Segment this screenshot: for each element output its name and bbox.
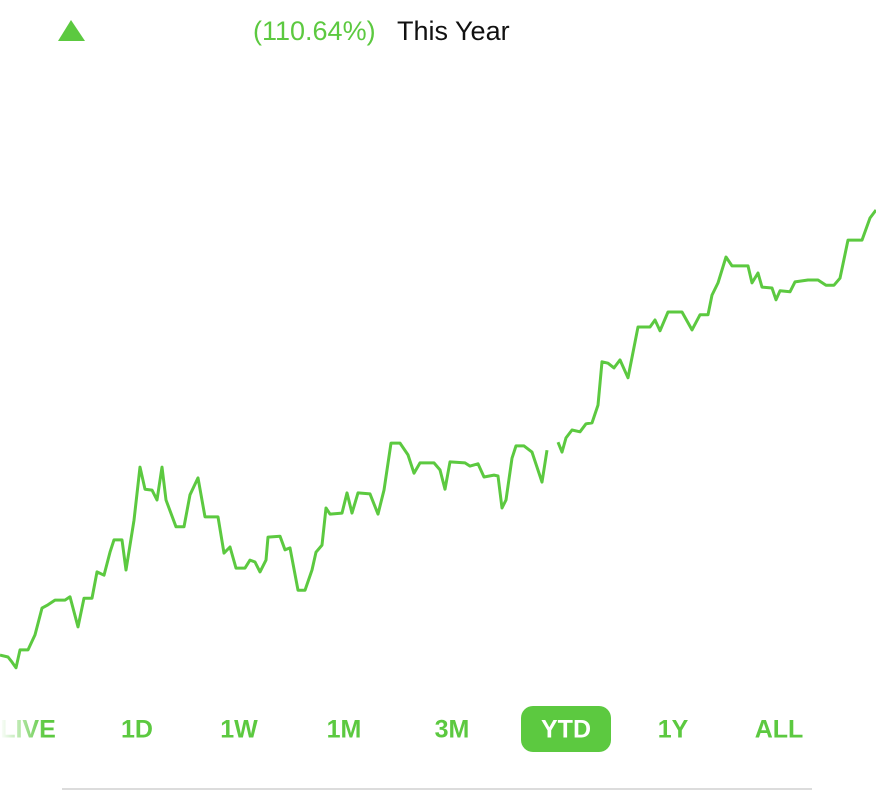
range-tab[interactable]: ALL: [755, 716, 804, 744]
range-tab[interactable]: 1M: [327, 716, 362, 744]
range-tab[interactable]: 1W: [220, 716, 258, 744]
selected-tab-bg: [521, 706, 611, 752]
period-label: This Year: [397, 16, 510, 46]
range-tab[interactable]: 1Y: [658, 716, 689, 744]
up-arrow: [58, 20, 85, 41]
price-line: [0, 209, 876, 670]
range-tab[interactable]: 1D: [121, 716, 153, 744]
range-tab[interactable]: YTD: [541, 716, 591, 744]
fade: [0, 700, 60, 760]
price-chart: [0, 209, 876, 670]
change-percent: (110.64%): [253, 16, 376, 46]
range-tabs: LIVE1D1W1M3MYTD1YALL: [0, 706, 803, 752]
range-tab[interactable]: 3M: [435, 716, 470, 744]
